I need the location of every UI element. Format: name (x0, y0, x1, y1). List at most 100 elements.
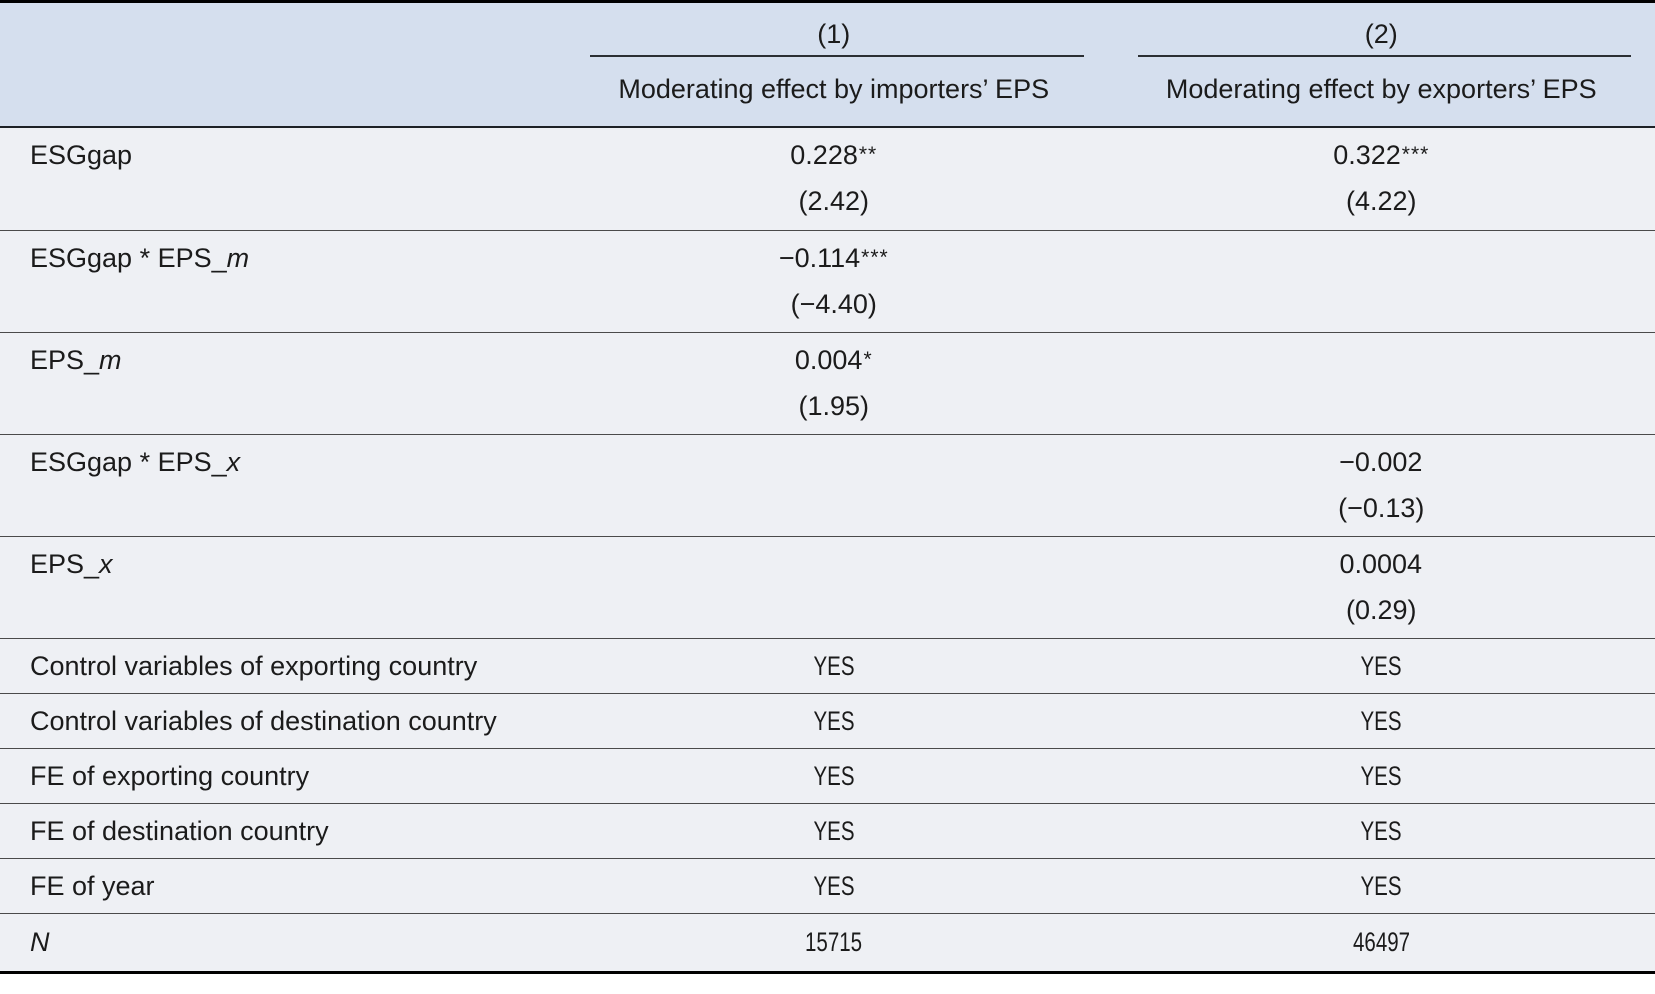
t-statistic: (2.42) (798, 185, 870, 216)
row-label-text: ESGgap (30, 140, 133, 170)
info-value: YES (813, 760, 855, 791)
table-body: ESGgap 0.228 ** (2.42) 0.322 *** (4.22) ES… (0, 128, 1655, 971)
info-cell-col2: YES (1108, 706, 1655, 737)
info-cell-col1: 15715 (560, 927, 1108, 958)
significance-stars: * (863, 348, 873, 371)
info-value: YES (1360, 650, 1402, 681)
row-label: FE of exporting country (0, 761, 560, 792)
table-row-fe-year: FE of year YES YES (0, 858, 1655, 913)
coefficient-value: 0.322 (1333, 139, 1401, 170)
info-value: YES (813, 705, 855, 736)
table-row-esggap-eps-m: ESGgap * EPS_m −0.114 *** (−4.40) (0, 230, 1655, 332)
coef-cell-col2 (1108, 333, 1655, 434)
info-cell-col1: YES (560, 651, 1108, 682)
table-row-esggap-eps-x: ESGgap * EPS_x −0.002 (−0.13) (0, 434, 1655, 536)
coefficient-value: 0.004 (794, 344, 863, 375)
row-label: FE of year (0, 871, 560, 902)
row-label-italic: m (226, 243, 250, 273)
table-row-fe-destination: FE of destination country YES YES (0, 803, 1655, 858)
row-label-text: EPS_ (30, 549, 100, 579)
t-statistic (560, 485, 1108, 531)
coefficient-value: 0.228 (790, 139, 858, 170)
t-statistic: (0.29) (1345, 594, 1417, 625)
info-cell-col2: 46497 (1108, 927, 1655, 958)
info-cell-col2: YES (1108, 816, 1655, 847)
info-cell-col1: YES (560, 816, 1108, 847)
t-statistic: (1.95) (798, 390, 870, 421)
coef-cell-col1 (560, 537, 1108, 638)
coefficient-value: −0.114 (778, 242, 861, 273)
column-1-number: (1) (817, 18, 851, 49)
row-label: ESGgap * EPS_m (0, 231, 560, 332)
header-label-spacer (0, 3, 560, 126)
table-row-eps-x: EPS_x 0.0004 (0.29) (0, 536, 1655, 638)
coef-cell-col1 (560, 435, 1108, 536)
info-cell-col1: YES (560, 761, 1108, 792)
header-column-2: (2) Moderating effect by exporters’ EPS (1108, 3, 1655, 126)
row-label-text: EPS_ (30, 345, 100, 375)
row-label-italic: m (99, 345, 122, 375)
info-cell-col1: YES (560, 706, 1108, 737)
info-value: YES (813, 870, 855, 901)
column-2-spanner-rule (1137, 55, 1631, 57)
column-2-title: Moderating effect by exporters’ EPS (1165, 74, 1597, 104)
row-label-italic: x (226, 447, 241, 477)
row-label: FE of destination country (0, 816, 560, 847)
row-label: EPS_x (0, 537, 560, 638)
t-statistic: (4.22) (1345, 185, 1417, 216)
header-column-1: (1) Moderating effect by importers’ EPS (560, 3, 1108, 126)
info-value: YES (1360, 705, 1402, 736)
table-row-fe-exporting: FE of exporting country YES YES (0, 748, 1655, 803)
row-label: Control variables of destination country (0, 706, 560, 737)
row-label: ESGgap * EPS_x (0, 435, 560, 536)
row-label-text: FE of year (30, 870, 155, 901)
coefficient-value: −0.002 (1339, 446, 1423, 477)
info-value: YES (1360, 815, 1402, 846)
info-value: YES (1360, 760, 1402, 791)
column-1-spanner-rule (590, 55, 1084, 57)
row-label-text: ESGgap * EPS_ (30, 243, 227, 273)
info-value: YES (813, 815, 855, 846)
coef-cell-col1: −0.114 *** (−4.40) (560, 231, 1108, 332)
table-row-controls-destination: Control variables of destination country… (0, 693, 1655, 748)
t-statistic: (−4.40) (790, 288, 877, 319)
coef-cell-col2: 0.322 *** (4.22) (1108, 128, 1655, 230)
coef-cell-col2: 0.0004 (0.29) (1108, 537, 1655, 638)
table-row-observations: N 15715 46497 (0, 913, 1655, 971)
coef-cell-col2: −0.002 (−0.13) (1108, 435, 1655, 536)
info-value: YES (813, 650, 855, 681)
row-label-text: ESGgap * EPS_ (30, 447, 227, 477)
table-row-eps-m: EPS_m 0.004 * (1.95) (0, 332, 1655, 434)
t-statistic: (−0.13) (1338, 492, 1425, 523)
row-label-text: FE of destination country (30, 815, 329, 846)
regression-results-table: (1) Moderating effect by importers’ EPS … (0, 0, 1655, 974)
significance-stars: ** (858, 143, 878, 166)
row-label: N (0, 927, 560, 958)
coef-cell-col1: 0.228 ** (2.42) (560, 128, 1108, 230)
info-cell-col2: YES (1108, 871, 1655, 902)
table-header: (1) Moderating effect by importers’ EPS … (0, 3, 1655, 128)
observation-count: 15715 (805, 927, 863, 957)
coef-cell-col2 (1108, 231, 1655, 332)
row-label-text: FE of exporting country (30, 760, 310, 791)
coefficient-value: 0.0004 (1339, 548, 1423, 579)
row-label-italic: x (99, 549, 113, 579)
table-row-esggap: ESGgap 0.228 ** (2.42) 0.322 *** (4.22) (0, 128, 1655, 230)
info-cell-col2: YES (1108, 761, 1655, 792)
observation-count: 46497 (1352, 927, 1410, 957)
significance-stars: *** (861, 246, 889, 269)
row-label-text: Control variables of destination country (30, 705, 497, 736)
t-statistic (1108, 383, 1655, 429)
coef-cell-col1: 0.004 * (1.95) (560, 333, 1108, 434)
row-label-italic: N (30, 927, 50, 957)
t-statistic (1108, 281, 1655, 327)
info-cell-col2: YES (1108, 651, 1655, 682)
significance-stars: *** (1401, 143, 1430, 166)
column-1-title: Moderating effect by importers’ EPS (618, 74, 1050, 104)
t-statistic (560, 587, 1108, 633)
row-label: EPS_m (0, 333, 560, 434)
column-2-number: (2) (1364, 18, 1398, 49)
table-row-controls-exporting: Control variables of exporting country Y… (0, 638, 1655, 693)
row-label: ESGgap (0, 128, 560, 230)
row-label-text: Control variables of exporting country (30, 650, 478, 681)
